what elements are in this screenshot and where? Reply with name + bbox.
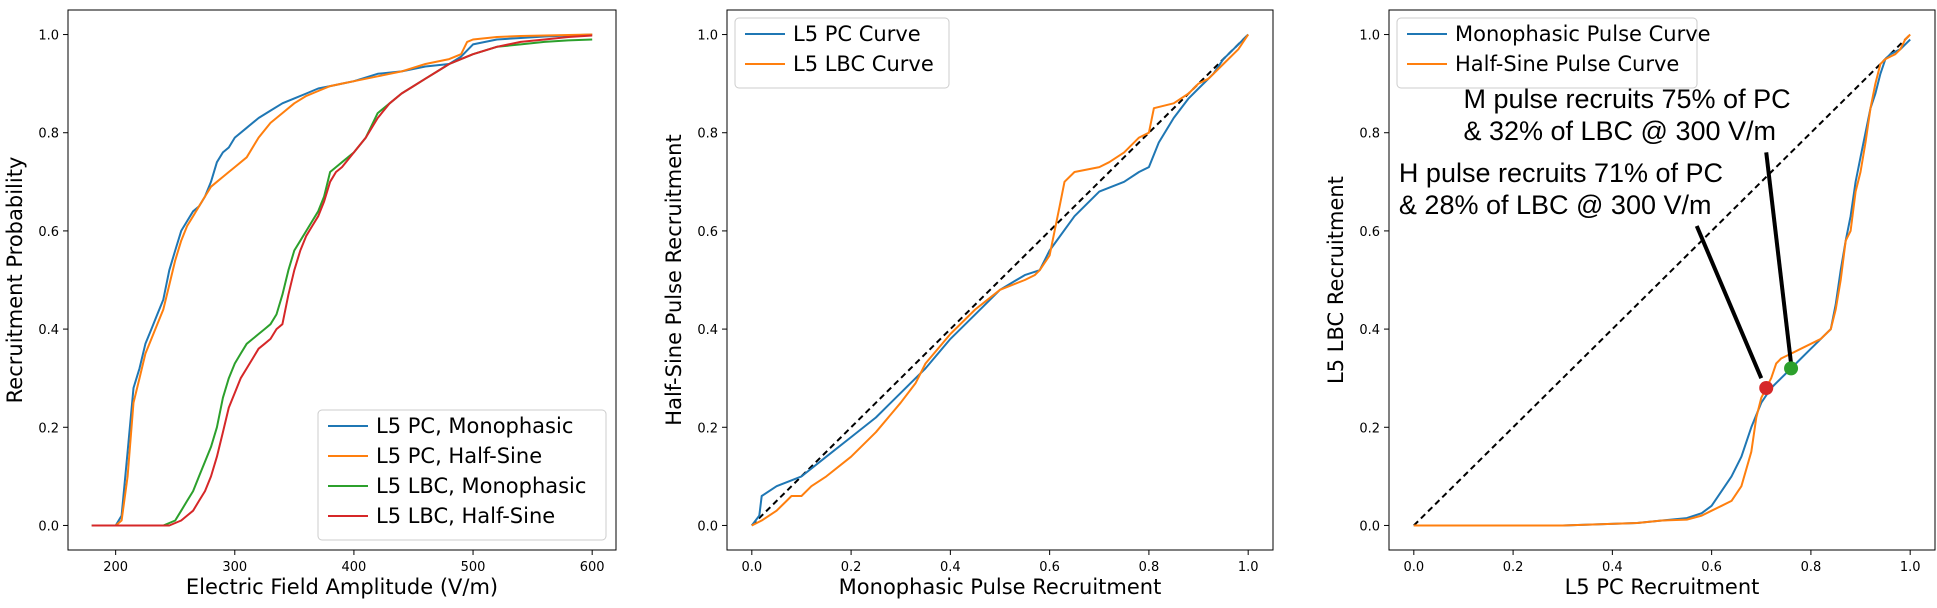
y-tick-label: 0.0 bbox=[1359, 519, 1380, 534]
y-tick-label: 0.2 bbox=[38, 421, 59, 436]
legend-label: L5 PC Curve bbox=[793, 22, 921, 46]
annotation-text: M pulse recruits 75% of PC & 32% of LBC @… bbox=[1463, 84, 1790, 146]
legend: L5 PC, Monophasic L5 PC, Half-Sine L5 LBC,… bbox=[317, 409, 607, 541]
x-tick-label: 0.8 bbox=[1139, 560, 1160, 575]
legend-label: L5 LBC, Monophasic bbox=[376, 474, 586, 498]
y-tick-label: 0.8 bbox=[38, 127, 59, 142]
annotation-line: & 28% of LBC @ 300 V/m bbox=[1399, 190, 1712, 220]
y-tick-label: 1.0 bbox=[1359, 29, 1380, 44]
y-axis-label: Recruitment Probability bbox=[3, 157, 27, 404]
legend-label: Monophasic Pulse Curve bbox=[1455, 22, 1711, 46]
x-tick-label: 1.0 bbox=[1900, 560, 1921, 575]
reference-diagonal bbox=[1413, 33, 1911, 527]
annotation-arrow bbox=[1694, 225, 1764, 379]
y-tick-label: 0.8 bbox=[1359, 127, 1380, 142]
x-tick-label: 0.6 bbox=[1701, 560, 1722, 575]
y-axis-label: L5 LBC Recruitment bbox=[1324, 176, 1348, 384]
annotation-line: M pulse recruits 75% of PC bbox=[1463, 84, 1790, 114]
legend-box bbox=[1396, 17, 1698, 89]
annotation-text: H pulse recruits 71% of PC & 28% of LBC @… bbox=[1399, 158, 1723, 220]
x-tick-label: 0.2 bbox=[1503, 560, 1524, 575]
panel-halfsine-vs-monophasic: 0.0 0.2 0.4 0.6 0.8 1.0 0.0 0.2 0.4 0.6 0.8 1.0 Mono… bbox=[662, 9, 1274, 599]
y-tick-label: 0.4 bbox=[697, 323, 718, 338]
y-tick-label: 1.0 bbox=[38, 29, 59, 44]
x-axis-label: Electric Field Amplitude (V/m) bbox=[186, 575, 498, 599]
x-tick-label: 500 bbox=[461, 560, 486, 575]
legend: L5 PC Curve L5 LBC Curve bbox=[734, 17, 950, 89]
panel-recruitment-vs-amplitude: 200 300 400 500 600 0.0 0.2 0.4 0.6 0.8 1.0 Electri… bbox=[3, 9, 617, 599]
legend-label: L5 PC, Half-Sine bbox=[376, 444, 542, 468]
series-line-2 bbox=[91, 33, 593, 527]
annotation-arrow bbox=[1764, 152, 1794, 364]
point-marker-m bbox=[1784, 361, 1799, 376]
point-marker-h bbox=[1759, 381, 1774, 395]
legend-box bbox=[317, 409, 607, 541]
y-tick-label: 0.2 bbox=[697, 421, 718, 436]
reference-diagonal bbox=[751, 33, 1249, 527]
x-tick-label: 0.6 bbox=[1039, 560, 1060, 575]
x-tick-label: 200 bbox=[103, 560, 128, 575]
series-line-1 bbox=[91, 33, 593, 527]
x-tick-label: 400 bbox=[341, 560, 366, 575]
panel-lbc-vs-pc: 0.0 0.2 0.4 0.6 0.8 1.0 0.0 0.2 0.4 0.6 0.8 1.0 L5 P… bbox=[1324, 9, 1936, 599]
series-line-2 bbox=[1413, 33, 1911, 527]
x-tick-label: 0.0 bbox=[1403, 560, 1424, 575]
x-axis-label: Monophasic Pulse Recruitment bbox=[839, 575, 1162, 599]
y-tick-label: 0.6 bbox=[697, 225, 718, 240]
annotation-line: & 32% of LBC @ 300 V/m bbox=[1463, 116, 1776, 146]
legend: Monophasic Pulse Curve Half-Sine Pulse Cu… bbox=[1396, 17, 1711, 89]
x-tick-label: 600 bbox=[580, 560, 605, 575]
y-tick-label: 0.8 bbox=[697, 127, 718, 142]
x-tick-label: 300 bbox=[222, 560, 247, 575]
x-tick-label: 0.8 bbox=[1801, 560, 1822, 575]
y-tick-label: 0.4 bbox=[38, 323, 59, 338]
plot-area bbox=[1413, 33, 1911, 527]
series-line-2 bbox=[751, 33, 1250, 527]
x-axis-label: L5 PC Recruitment bbox=[1565, 575, 1760, 599]
annotation-line: H pulse recruits 71% of PC bbox=[1399, 158, 1723, 188]
y-tick-label: 0.2 bbox=[1359, 421, 1380, 436]
y-tick-label: 0.0 bbox=[38, 519, 59, 534]
legend-label: Half-Sine Pulse Curve bbox=[1455, 52, 1679, 76]
legend-label: L5 LBC Curve bbox=[793, 52, 934, 76]
y-tick-label: 0.6 bbox=[38, 225, 59, 240]
series-line-4 bbox=[91, 34, 593, 527]
y-tick-label: 0.6 bbox=[1359, 225, 1380, 240]
plot-area bbox=[91, 33, 593, 527]
x-tick-label: 1.0 bbox=[1238, 560, 1259, 575]
plot-area bbox=[751, 33, 1250, 527]
y-tick-label: 1.0 bbox=[697, 29, 718, 44]
x-tick-label: 0.4 bbox=[1602, 560, 1623, 575]
x-tick-label: 0.2 bbox=[841, 560, 862, 575]
legend-box bbox=[734, 17, 950, 89]
legend-label: L5 LBC, Half-Sine bbox=[376, 504, 555, 528]
y-axis-label: Half-Sine Pulse Recruitment bbox=[662, 134, 686, 425]
x-tick-label: 0.4 bbox=[940, 560, 961, 575]
y-tick-label: 0.0 bbox=[697, 519, 718, 534]
y-tick-label: 0.4 bbox=[1359, 323, 1380, 338]
legend-label: L5 PC, Monophasic bbox=[376, 414, 573, 438]
x-tick-label: 0.0 bbox=[741, 560, 762, 575]
